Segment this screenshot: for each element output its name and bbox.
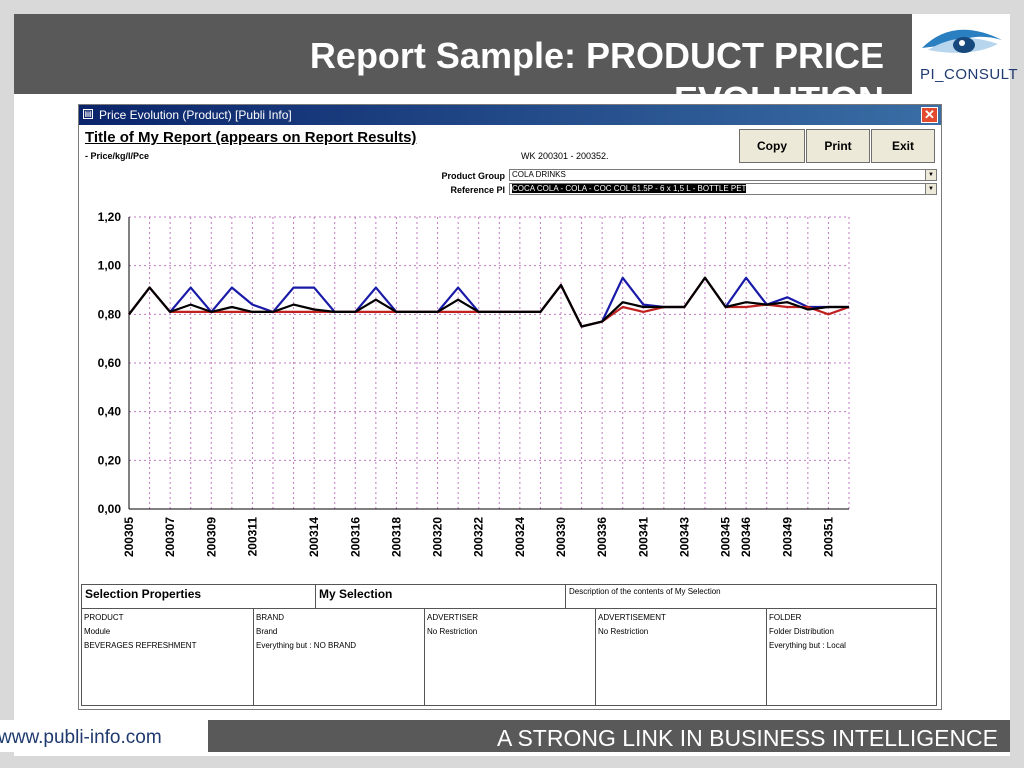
exit-button[interactable]: Exit [871, 129, 935, 163]
x-tick-label: 200305 [122, 517, 136, 557]
print-button[interactable]: Print [806, 129, 870, 163]
x-tick-label: 200343 [677, 517, 691, 557]
x-tick-label: 200307 [163, 517, 177, 557]
x-tick-label: 200324 [513, 517, 527, 557]
selection-col-line: Everything but : Local [769, 641, 846, 650]
window-app-icon: ▤ [83, 109, 93, 119]
footer-tagline: A STRONG LINK IN BUSINESS INTELLIGENCE [496, 725, 998, 751]
x-tick-label: 200311 [245, 517, 259, 557]
x-tick-label: 200345 [719, 517, 733, 557]
selection-description-header: Description of the contents of My Select… [566, 585, 936, 609]
selection-col-title: ADVERTISER [427, 613, 478, 622]
selection-col-line: BEVERAGES REFRESHMENT [84, 641, 197, 650]
selection-col-line: Brand [256, 627, 278, 636]
y-tick-label: 0,20 [98, 453, 122, 467]
x-tick-label: 200346 [739, 517, 753, 557]
selection-column-advertiser: ADVERTISER No Restriction [425, 609, 596, 705]
report-subtitle: - Price/kg/l/Pce [85, 151, 150, 161]
price-line-chart: 0,00 0,20 0,40 0,60 0,80 1,00 1,20 200305 200307… [98, 210, 850, 557]
selection-col-line: Everything but : NO BRAND [256, 641, 357, 650]
chevron-down-icon[interactable]: ▼ [925, 170, 936, 180]
y-tick-label: 0,60 [98, 356, 122, 370]
report-title: Title of My Report (appears on Report Re… [85, 129, 417, 146]
y-tick-label: 0,00 [98, 502, 122, 516]
close-icon[interactable]: ✕ [921, 107, 938, 123]
week-range: WK 200301 - 200352. [521, 151, 609, 161]
reference-value: COCA COLA - COLA - COC COL 61.5P - 6 x 1… [512, 184, 747, 193]
window-titlebar[interactable]: ▤ Price Evolution (Product) [Publi Info]… [79, 105, 941, 125]
series-line [128, 276, 849, 328]
x-tick-label: 200318 [389, 517, 403, 557]
selection-column-advertisement: ADVERTISEMENT No Restriction [596, 609, 767, 705]
x-tick-label: 200322 [472, 517, 486, 557]
slide-header-bar: Report Sample: PRODUCT PRICE EVOLUTION [14, 14, 912, 94]
product-group-select[interactable]: COLA DRINKS ▼ [509, 169, 937, 181]
selection-col-title: ADVERTISEMENT [598, 613, 666, 622]
company-logo: PI_CONSULT [914, 14, 1018, 94]
y-tick-label: 0,80 [98, 307, 122, 321]
my-selection-header: My Selection [316, 585, 566, 609]
y-tick-label: 0,40 [98, 405, 122, 419]
footer-url-box [0, 720, 206, 752]
product-group-value: COLA DRINKS [512, 170, 566, 179]
series-line [128, 276, 849, 328]
window-title: Price Evolution (Product) [Publi Info] [99, 108, 292, 122]
y-tick-label: 1,00 [98, 259, 122, 273]
logo-text: PI_CONSULT [920, 66, 1019, 83]
selection-column-folder: FOLDER Folder Distribution Everything bu… [767, 609, 936, 705]
slide-title: Report Sample: PRODUCT PRICE EVOLUTION [309, 35, 884, 94]
selection-properties-header: Selection Properties [82, 585, 316, 609]
x-tick-label: 200336 [595, 517, 609, 557]
selection-column-product: PRODUCT Module BEVERAGES REFRESHMENT [82, 609, 254, 705]
product-group-label: Product Group [441, 171, 506, 181]
eye-logo-icon [922, 29, 1002, 53]
selection-col-line: Module [84, 627, 111, 636]
footer-url[interactable]: www.publi-info.com [0, 727, 162, 748]
x-tick-label: 200316 [348, 517, 362, 557]
selection-col-title: FOLDER [769, 613, 802, 622]
copy-button[interactable]: Copy [739, 129, 805, 163]
y-tick-label: 1,20 [98, 210, 122, 224]
selection-column-brand: BRAND Brand Everything but : NO BRAND [254, 609, 425, 705]
x-tick-label: 200341 [636, 517, 650, 557]
selection-table: Selection Properties My Selection Descri… [81, 584, 937, 706]
selection-col-line: Folder Distribution [769, 627, 834, 636]
selection-col-line: No Restriction [598, 627, 649, 636]
footer-bar: A STRONG LINK IN BUSINESS INTELLIGENCE [208, 720, 1010, 752]
reference-select[interactable]: COCA COLA - COLA - COC COL 61.5P - 6 x 1… [509, 183, 937, 195]
chevron-down-icon[interactable]: ▼ [925, 184, 936, 194]
x-tick-label: 200309 [204, 517, 218, 557]
x-tick-label: 200351 [821, 517, 835, 557]
x-tick-label: 200349 [780, 517, 794, 557]
selection-col-line: No Restriction [427, 627, 478, 636]
reference-label: Reference PI [450, 185, 505, 195]
price-chart-area: 0,00 0,20 0,40 0,60 0,80 1,00 1,20 200305 200307… [79, 203, 939, 583]
selection-col-title: BRAND [256, 613, 285, 622]
x-tick-label: 200320 [431, 517, 445, 557]
selection-col-title: PRODUCT [84, 613, 124, 622]
price-evolution-window: ▤ Price Evolution (Product) [Publi Info]… [78, 104, 942, 710]
x-tick-label: 200314 [307, 517, 321, 557]
x-tick-label: 200330 [554, 517, 568, 557]
